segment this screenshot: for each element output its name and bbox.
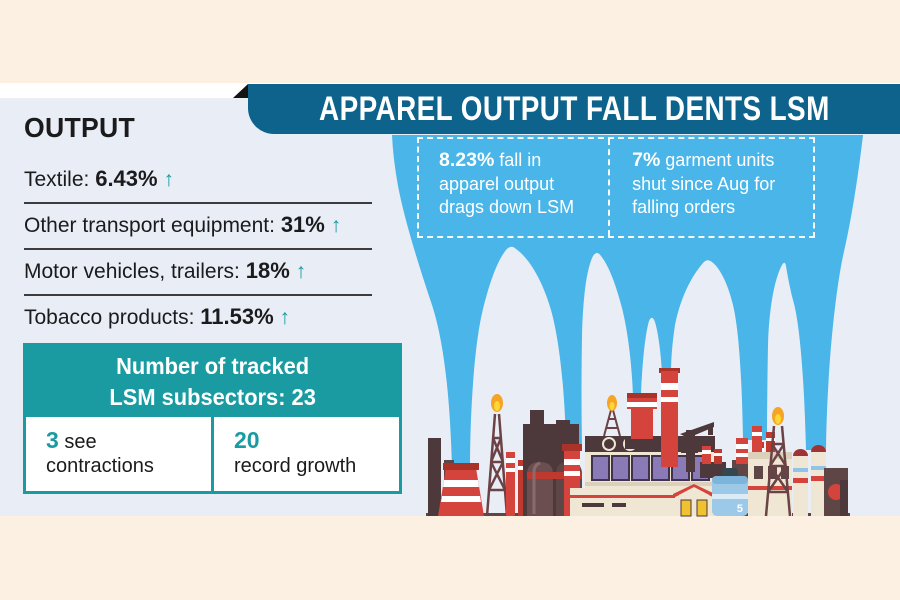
stat-row-transport: Other transport equipment: 31% ↑ xyxy=(24,204,372,250)
up-arrow-icon: ↑ xyxy=(330,214,342,237)
stat-label: Motor vehicles, trailers: xyxy=(24,260,240,283)
page-title: APPAREL OUTPUT FALL DENTS LSM xyxy=(318,89,830,128)
crane xyxy=(680,422,714,472)
stat-label: Tobacco products: xyxy=(24,306,195,329)
flame-center-icon xyxy=(607,395,617,411)
stat-value: 31% xyxy=(280,212,325,237)
output-stat-list: Textile: 6.43% ↑ Other transport equipme… xyxy=(24,158,372,340)
subsectors-box-title: Number of tracked LSM subsectors: 23 xyxy=(26,346,399,417)
callout-text: apparel output xyxy=(439,173,555,194)
up-arrow-icon: ↑ xyxy=(279,306,291,329)
callout-text: falling orders xyxy=(632,196,736,217)
growth-text-line2: record growth xyxy=(234,455,357,477)
growth-count: 20 xyxy=(234,427,260,453)
growth-cell: 20 record growth xyxy=(211,417,399,491)
subsectors-cells: 3 see contractions 20 record growth xyxy=(26,417,399,491)
callout-box: 8.23% fall in apparel output drags down … xyxy=(417,137,815,238)
stat-row-tobacco: Tobacco products: 11.53% ↑ xyxy=(24,296,372,340)
flame-right-icon xyxy=(772,407,784,425)
warehouse-shed xyxy=(673,484,715,517)
title-banner: APPAREL OUTPUT FALL DENTS LSM xyxy=(248,84,900,134)
bottom-cream-band xyxy=(0,516,900,600)
stat-value: 18% xyxy=(245,258,290,283)
factory-illustration: 5 xyxy=(426,368,850,517)
callout-garment-units: 7% garment units shut since Aug for fall… xyxy=(608,139,813,236)
callout-number: 8.23% xyxy=(439,149,495,171)
cooling-tower xyxy=(438,463,484,516)
up-arrow-icon: ↑ xyxy=(163,168,174,191)
small-striped-chimneys xyxy=(700,446,726,478)
subsectors-title-line1: Number of tracked xyxy=(115,353,310,380)
subsectors-title-line2: LSM subsectors: 23 xyxy=(109,383,316,410)
callout-text: drags down LSM xyxy=(439,196,575,217)
up-arrow-icon: ↑ xyxy=(295,260,307,283)
stat-label: Other transport equipment: xyxy=(24,214,275,237)
callout-text: shut since Aug for xyxy=(632,173,776,194)
callout-text: garment units xyxy=(660,150,775,170)
output-heading: OUTPUT xyxy=(24,112,136,143)
contractions-count: 3 xyxy=(46,427,59,453)
flame-left-icon xyxy=(491,394,503,412)
callout-apparel-fall: 8.23% fall in apparel output drags down … xyxy=(419,139,608,236)
oil-derrick-left xyxy=(485,413,509,517)
roof-derrick xyxy=(603,409,621,437)
smoke-illustration xyxy=(392,135,863,468)
oil-derrick-right xyxy=(764,425,792,517)
contractions-text: see xyxy=(58,431,97,453)
contractions-text-line2: contractions xyxy=(46,455,154,477)
flared-chimney xyxy=(625,393,659,449)
subsectors-box: Number of tracked LSM subsectors: 23 3 s… xyxy=(23,343,402,494)
stat-row-textile: Textile: 6.43% ↑ xyxy=(24,158,372,204)
silos xyxy=(793,445,826,516)
stat-value: 11.53% xyxy=(200,304,274,329)
stat-value: 6.43% xyxy=(95,166,158,191)
contractions-cell: 3 see contractions xyxy=(26,417,211,491)
tank-number-label: 5 xyxy=(737,503,743,515)
stat-label: Textile: xyxy=(24,168,90,191)
tall-banded-chimney xyxy=(659,368,680,467)
striped-chimneys-left xyxy=(506,452,526,516)
callout-number: 7% xyxy=(632,149,661,171)
stat-row-motor-vehicles: Motor vehicles, trailers: 18% ↑ xyxy=(24,250,372,296)
dark-building-right xyxy=(824,468,848,516)
callout-text: fall in xyxy=(494,150,542,170)
blue-storage-tank: 5 xyxy=(712,468,748,516)
